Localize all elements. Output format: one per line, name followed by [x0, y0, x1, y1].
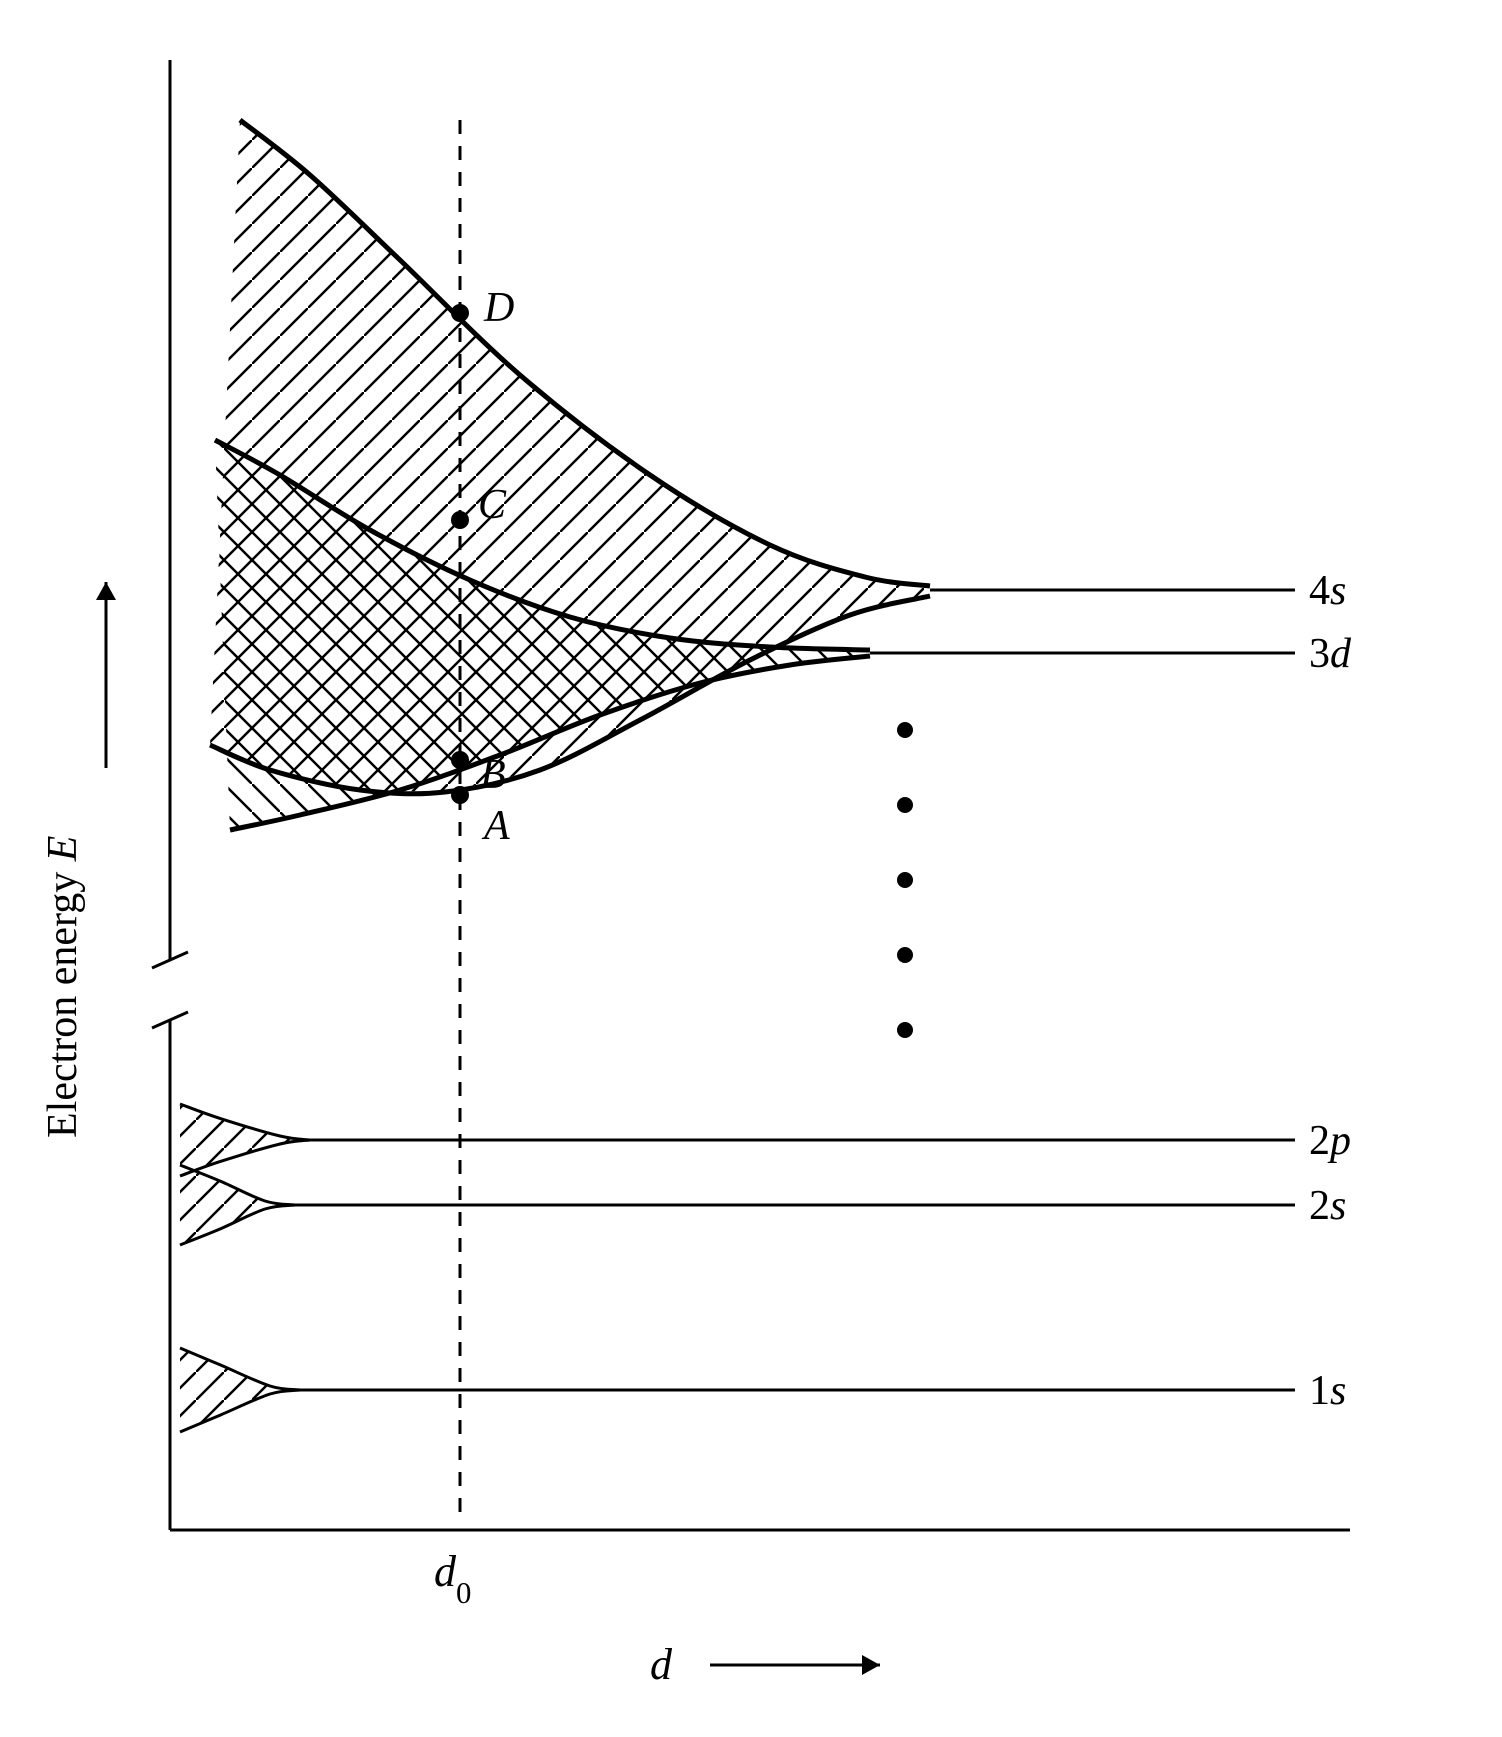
label-4s: 4s: [1309, 568, 1346, 614]
d0-label: d0: [434, 1547, 471, 1610]
y-axis-arrow-head: [96, 582, 116, 600]
point-B: [451, 751, 469, 769]
point-A: [451, 786, 469, 804]
axis-break-mark: [152, 952, 188, 1028]
flare-fill-2p: [180, 1104, 310, 1176]
x-axis-label: d: [650, 1640, 673, 1689]
point-C: [451, 511, 469, 529]
point-label-D: D: [483, 285, 514, 331]
label-3d: 3d: [1309, 631, 1352, 677]
point-label-B: B: [480, 752, 506, 798]
ellipsis-dot-0: [897, 722, 913, 738]
ellipsis-dot-4: [897, 1022, 913, 1038]
y-axis-label: Electron energy E: [40, 836, 86, 1138]
point-label-C: C: [478, 482, 507, 528]
energy-band-diagram: D C BA 4s 3d 2p 2s 1s d0 d Electron energy E: [0, 0, 1502, 1737]
point-label-A: A: [481, 803, 510, 849]
label-1s: 1s: [1309, 1368, 1346, 1414]
point-D: [451, 304, 469, 322]
lower-levels: [180, 1104, 310, 1432]
ellipsis-dot-1: [897, 797, 913, 813]
label-2s: 2s: [1309, 1183, 1346, 1229]
ellipsis-dot-3: [897, 947, 913, 963]
ellipsis-dot-2: [897, 872, 913, 888]
x-axis-arrow-head: [862, 1655, 880, 1675]
label-2p: 2p: [1309, 1118, 1351, 1164]
upper-bands: [210, 120, 930, 830]
